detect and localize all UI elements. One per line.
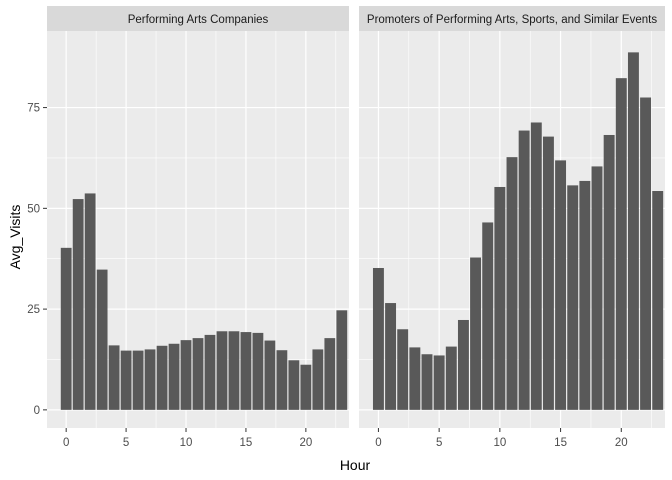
y-axis-title: Avg_Visits [7, 205, 23, 270]
bar [204, 334, 216, 410]
bar [433, 355, 445, 410]
y-tick-label: 0 [34, 405, 40, 417]
x-tick-label: 15 [240, 437, 253, 449]
facet-panel-2: Promoters of Performing Arts, Sports, an… [359, 6, 665, 449]
bar [445, 346, 457, 410]
bar [144, 349, 156, 410]
x-tick-label: 10 [493, 437, 506, 449]
bar [372, 267, 384, 410]
bar [591, 166, 603, 410]
bar [108, 345, 120, 410]
bar [530, 122, 542, 410]
bar [72, 199, 84, 410]
bar [506, 157, 518, 410]
bar [60, 247, 72, 410]
bar [470, 257, 482, 410]
bar [324, 338, 336, 410]
x-tick-label: 15 [554, 437, 567, 449]
bar [84, 193, 96, 410]
bar [120, 350, 132, 410]
facet-panel-1: Performing Arts Companies 0 5 10 15 20 0 25 50 75 [27, 6, 349, 449]
bar [228, 331, 240, 410]
bar [288, 360, 300, 410]
facet-title: Performing Arts Companies [128, 14, 269, 26]
bar [168, 343, 180, 410]
facet-strip [359, 6, 665, 31]
bar [421, 354, 433, 410]
bar [216, 331, 228, 410]
bar [603, 134, 615, 410]
bar [542, 136, 554, 410]
bar [312, 349, 324, 410]
bar [252, 332, 264, 410]
bar [180, 340, 192, 410]
y-tick-label: 25 [27, 304, 40, 316]
bar [555, 160, 567, 410]
bar [397, 329, 409, 410]
x-tick-label: 10 [180, 437, 193, 449]
bar [264, 340, 276, 410]
bar [132, 350, 144, 410]
bar [96, 269, 108, 410]
bar [482, 222, 494, 410]
x-tick-label: 5 [436, 437, 442, 449]
bar [156, 345, 168, 410]
y-tick-label: 75 [27, 103, 40, 115]
x-tick-label: 20 [299, 437, 312, 449]
x-tick-label: 5 [123, 437, 129, 449]
bar [494, 186, 506, 410]
x-tick-label: 0 [63, 437, 69, 449]
bar [518, 130, 530, 410]
x-tick-label: 20 [615, 437, 628, 449]
bar [627, 52, 639, 410]
bar [567, 185, 579, 410]
y-tick-label: 50 [27, 203, 40, 215]
bar [457, 319, 469, 410]
x-axis-title: Hour [340, 457, 371, 473]
bar [276, 350, 288, 410]
bar [385, 303, 397, 410]
bar [652, 191, 664, 410]
bar [615, 78, 627, 410]
x-tick-label: 0 [375, 437, 381, 449]
bar [192, 338, 204, 410]
bar [336, 310, 348, 410]
bar [240, 332, 252, 410]
facet-strip [47, 6, 349, 31]
bar [579, 180, 591, 410]
bar [300, 364, 312, 410]
facet-title: Promoters of Performing Arts, Sports, an… [367, 14, 657, 26]
bar [640, 97, 652, 410]
bar [409, 347, 421, 410]
